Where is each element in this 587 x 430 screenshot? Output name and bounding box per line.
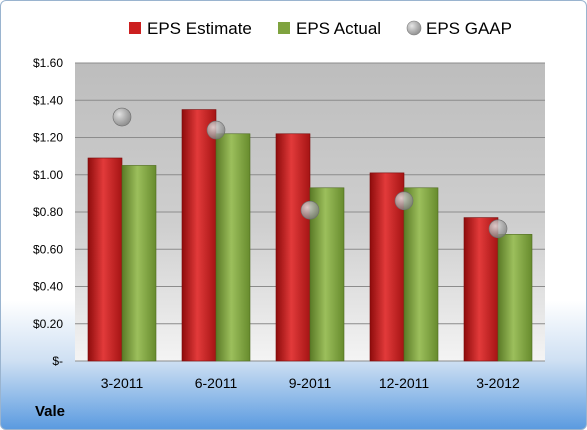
y-tick-label: $1.60	[33, 56, 63, 70]
bar-eps-actual	[121, 165, 157, 362]
x-tick-label: 3-2011	[101, 375, 144, 391]
legend-eps-actual-swatch	[278, 22, 290, 34]
legend-eps-gaap: EPS GAAP	[426, 19, 512, 38]
x-tick-label: 6-2011	[195, 375, 238, 391]
legend-eps-gaap-swatch	[406, 20, 422, 36]
bar-eps-estimate	[275, 133, 311, 362]
bar-eps-estimate	[463, 217, 499, 362]
bar-eps-actual	[215, 133, 251, 362]
point-eps-gaap	[394, 191, 414, 211]
y-tick-label: $0.20	[33, 317, 63, 331]
company-label: Vale	[35, 403, 66, 420]
x-tick-label: 9-2011	[289, 375, 332, 391]
y-axis: $- $0.20 $0.40 $0.60 $0.80 $1.00 $1.20 $1.40 $1.…	[33, 56, 63, 368]
y-tick-label: $1.40	[33, 93, 63, 107]
bar-eps-actual	[497, 234, 533, 362]
x-tick-label: 12-2011	[379, 375, 430, 391]
point-eps-gaap	[206, 120, 226, 140]
y-tick-label: $1.20	[33, 131, 63, 145]
x-axis: 3-2011 6-2011 9-2011 12-2011 3-2012	[101, 375, 520, 391]
y-tick-label: $0.40	[33, 280, 63, 294]
legend-eps-estimate-swatch	[129, 22, 141, 34]
y-tick-label: $0.80	[33, 205, 63, 219]
y-tick-label: $-	[52, 354, 63, 368]
legend-eps-estimate: EPS Estimate	[147, 19, 252, 38]
bar-eps-estimate	[181, 109, 217, 362]
point-eps-gaap	[112, 107, 132, 127]
y-tick-label: $0.60	[33, 242, 63, 256]
point-eps-gaap	[300, 200, 320, 220]
x-tick-label: 3-2012	[476, 375, 520, 391]
gaap-points	[112, 107, 508, 239]
y-tick-label: $1.00	[33, 168, 63, 182]
legend: EPS Estimate EPS Actual EPS GAAP	[129, 19, 512, 38]
bars	[87, 109, 533, 362]
point-eps-gaap	[488, 219, 508, 239]
bar-eps-actual	[403, 187, 439, 362]
bar-eps-estimate	[87, 157, 123, 362]
legend-eps-actual: EPS Actual	[296, 19, 381, 38]
